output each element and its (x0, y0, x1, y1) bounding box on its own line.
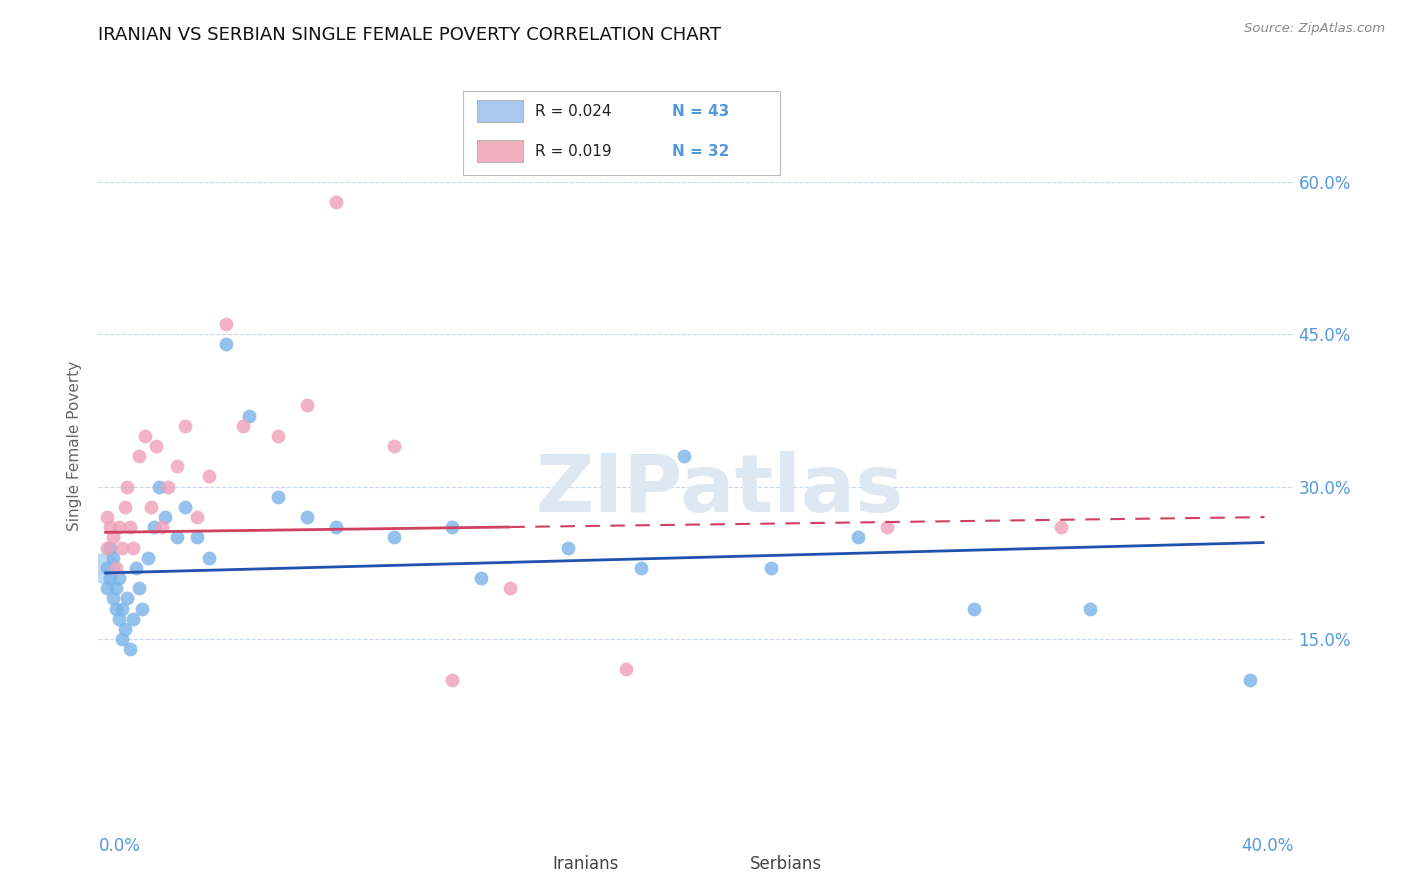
Point (215, 317, 238, 331)
Point (186, 530, 208, 544)
Point (876, 520, 898, 534)
Point (153, 510, 176, 524)
Point (166, 530, 188, 544)
Point (96, 561, 118, 575)
Point (470, 571, 492, 585)
Point (325, 520, 347, 534)
Y-axis label: Single Female Poverty: Single Female Poverty (67, 361, 83, 531)
Point (238, 409, 260, 423)
Point (98, 520, 121, 534)
Point (1080, 601, 1102, 615)
Point (128, 581, 150, 595)
Point (297, 398, 319, 412)
Point (441, 520, 464, 534)
Point (145, 439, 167, 453)
Point (297, 510, 319, 524)
Point (232, 418, 254, 433)
Point (131, 601, 153, 615)
Point (186, 510, 208, 524)
Point (114, 500, 136, 514)
Point (125, 561, 148, 575)
Point (101, 550, 124, 565)
Point (267, 490, 290, 504)
Text: N = 32: N = 32 (672, 144, 730, 159)
Point (98, 571, 121, 585)
Point (325, 195, 347, 210)
FancyBboxPatch shape (477, 140, 523, 162)
Point (382, 530, 405, 544)
Point (104, 561, 127, 575)
FancyBboxPatch shape (505, 855, 543, 873)
Point (557, 541, 579, 555)
Text: Source: ZipAtlas.com: Source: ZipAtlas.com (1244, 22, 1385, 36)
Point (120, 520, 142, 534)
Point (157, 480, 180, 494)
Point (117, 480, 139, 494)
Point (174, 500, 197, 514)
Point (107, 520, 129, 534)
Point (117, 591, 139, 606)
Point (382, 439, 405, 453)
Point (104, 581, 127, 595)
Text: Serbians: Serbians (749, 855, 823, 873)
Point (107, 571, 129, 585)
Text: R = 0.019: R = 0.019 (534, 144, 612, 159)
Point (111, 601, 134, 615)
Point (499, 581, 522, 595)
Point (111, 541, 134, 555)
Point (122, 612, 145, 626)
Point (98, 541, 121, 555)
Point (120, 642, 142, 657)
Point (1239, 673, 1261, 687)
Point (150, 520, 173, 534)
Point (107, 612, 129, 626)
Point (630, 561, 652, 575)
Point (848, 530, 870, 544)
Point (96, 581, 118, 595)
Point (139, 500, 162, 514)
Point (101, 591, 124, 606)
Point (101, 530, 124, 544)
Point (128, 449, 150, 463)
Text: N = 43: N = 43 (672, 103, 730, 119)
Text: 40.0%: 40.0% (1241, 838, 1294, 855)
Point (673, 449, 696, 463)
Point (963, 601, 986, 615)
Point (96, 541, 118, 555)
Point (136, 550, 159, 565)
Text: 0.0%: 0.0% (98, 838, 141, 855)
Text: IRANIAN VS SERBIAN SINGLE FEMALE POVERTY CORRELATION CHART: IRANIAN VS SERBIAN SINGLE FEMALE POVERTY… (98, 26, 721, 44)
Point (134, 429, 156, 443)
Point (111, 632, 134, 646)
Point (148, 480, 170, 494)
Point (104, 601, 127, 615)
Text: ZIPatlas: ZIPatlas (536, 450, 904, 529)
Text: Iranians: Iranians (553, 855, 619, 873)
Point (1050, 520, 1073, 534)
Point (96, 510, 118, 524)
FancyBboxPatch shape (702, 855, 740, 873)
Point (174, 418, 197, 433)
Point (93, 561, 115, 575)
Point (197, 469, 219, 483)
FancyBboxPatch shape (477, 100, 523, 122)
Point (441, 673, 464, 687)
Point (215, 337, 238, 351)
Point (267, 429, 290, 443)
Point (166, 459, 188, 474)
Point (761, 561, 783, 575)
Point (197, 550, 219, 565)
FancyBboxPatch shape (463, 91, 780, 176)
Point (122, 541, 145, 555)
Point (142, 520, 165, 534)
Point (114, 622, 136, 636)
Point (614, 663, 637, 677)
Text: R = 0.024: R = 0.024 (534, 103, 612, 119)
